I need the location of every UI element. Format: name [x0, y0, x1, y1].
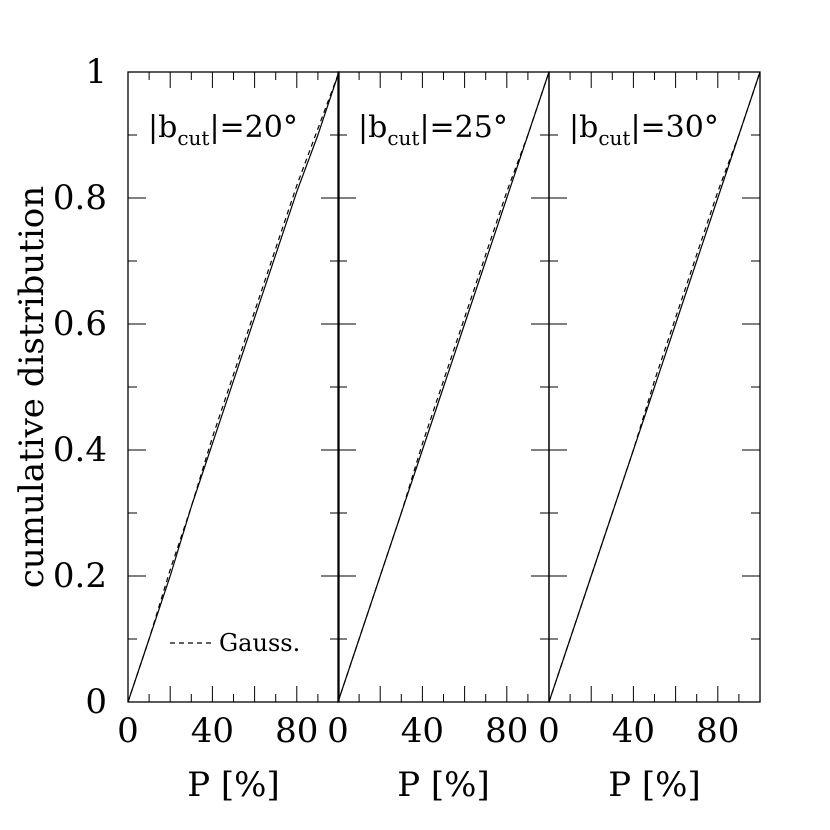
axis-ticks — [128, 72, 760, 702]
gauss-series-line — [127, 71, 340, 703]
gauss-series-line — [337, 71, 550, 703]
x-tick-label: 80 — [485, 711, 528, 751]
gauss-series-line — [548, 71, 761, 703]
panel-label-suffix: |=20° — [209, 110, 297, 145]
y-tick-label: 0 — [85, 682, 107, 722]
panel-label: |bcut|=30° — [569, 110, 719, 150]
data-lines — [127, 71, 761, 703]
x-axis-label: P [%] — [187, 765, 280, 805]
x-tick-label: 0 — [538, 711, 560, 751]
legend-label: Gauss. — [219, 629, 300, 657]
text-labels: 0 40 80P [%]|bcut|=20°0 40 80P [%]|bcut|=25°… — [53, 52, 740, 805]
x-tick-label: 80 — [696, 711, 739, 751]
y-axis-label: cumulative distribution — [12, 186, 52, 588]
data-series-line — [127, 71, 340, 703]
x-axis-label: P [%] — [397, 765, 490, 805]
panel-label-suffix: |=25° — [419, 110, 507, 145]
panel-label: |bcut|=20° — [148, 110, 298, 150]
x-axis-label: P [%] — [608, 765, 701, 805]
x-tick-label: 40 — [612, 711, 655, 751]
x-tick-label: 40 — [401, 711, 444, 751]
x-tick-label: 40 — [191, 711, 234, 751]
y-tick-label: 0.8 — [53, 178, 107, 218]
panel-label-prefix: |b — [148, 110, 177, 145]
x-tick-label: 0 — [327, 711, 349, 751]
panel-label-suffix: |=30° — [630, 110, 718, 145]
panel-label: |bcut|=25° — [358, 110, 508, 150]
panel-label-subscript: cut — [387, 126, 419, 150]
panel-label-subscript: cut — [598, 126, 630, 150]
y-tick-label: 0.6 — [53, 304, 107, 344]
x-tick-label: 0 — [117, 711, 139, 751]
y-tick-label: 0.4 — [53, 430, 107, 470]
y-tick-label: 1 — [85, 52, 107, 92]
y-tick-label: 0.2 — [53, 556, 107, 596]
panel-label-subscript: cut — [177, 126, 209, 150]
panel-label-prefix: |b — [569, 110, 598, 145]
x-tick-label: 80 — [275, 711, 318, 751]
panel-label-prefix: |b — [358, 110, 387, 145]
